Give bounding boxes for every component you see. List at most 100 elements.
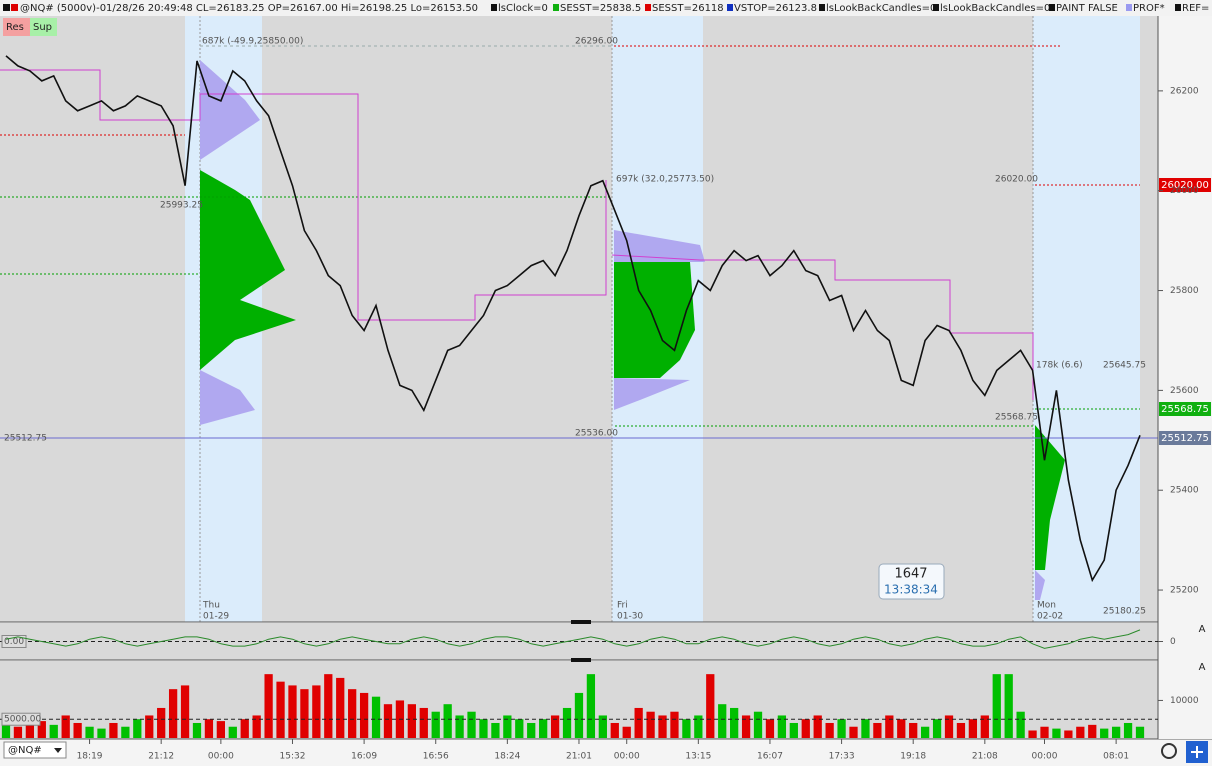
oscillator-panel xyxy=(0,623,1158,660)
volume-bar xyxy=(37,721,46,738)
x-tick-label: 18:24 xyxy=(494,752,520,762)
x-tick-label: 17:33 xyxy=(829,752,855,762)
volume-bar xyxy=(359,692,369,738)
y-tick-label: 0 xyxy=(1170,637,1176,647)
x-tick-label: 00:00 xyxy=(614,752,640,762)
symbol-dropdown[interactable] xyxy=(3,741,67,759)
price-tag-label: 26020.00 xyxy=(1161,180,1209,191)
volume-bar xyxy=(837,719,846,738)
volume-bar xyxy=(13,726,23,738)
volume-bar xyxy=(383,704,393,738)
timer-box xyxy=(878,563,945,600)
volume-bar xyxy=(1076,726,1085,738)
indicator: PAINT FALSE xyxy=(1056,3,1118,14)
x-tick-label: 00:00 xyxy=(208,752,234,762)
x-tick-label: 19:18 xyxy=(900,752,926,762)
volume-bar xyxy=(909,722,918,738)
volume-bar xyxy=(204,719,214,738)
x-tick-label: 21:08 xyxy=(972,752,998,762)
indicator-swatch xyxy=(1126,4,1132,11)
volume-bar xyxy=(240,719,249,738)
annotation: 25993.25 xyxy=(160,201,203,211)
indicator: lsLookBackCandles=0 xyxy=(826,3,936,14)
icon xyxy=(11,4,18,11)
annotation: 25645.75 xyxy=(1103,361,1146,371)
annotation: 25180.25 xyxy=(1103,607,1146,617)
volume-bar xyxy=(324,674,333,738)
x-tick-label: 21:12 xyxy=(148,752,174,762)
session-date: 01-30 xyxy=(617,612,643,622)
volume-bar xyxy=(1088,724,1097,738)
volume-bar xyxy=(1,722,11,738)
session-day: Fri xyxy=(617,601,628,611)
volume-bar xyxy=(658,715,667,738)
refresh-button[interactable] xyxy=(1161,743,1177,759)
annotation: 687k (-49.9,25850.00) xyxy=(202,37,303,47)
volume-bar xyxy=(25,719,35,738)
y-tick-label: 26000 xyxy=(1170,186,1199,196)
volume-bar xyxy=(121,726,130,738)
session-date: 01-29 xyxy=(203,612,229,622)
x-tick-label: 08:01 xyxy=(1103,752,1129,762)
y-tick-label: 25800 xyxy=(1170,286,1199,296)
sup-button-label[interactable]: Sup xyxy=(33,22,52,33)
volume-bar xyxy=(682,719,691,738)
volume-bar xyxy=(944,715,954,738)
volume-bar xyxy=(968,719,978,738)
annotation: 25568.75 xyxy=(995,413,1038,423)
indicator-swatch xyxy=(727,4,733,11)
sup-button[interactable] xyxy=(30,18,57,36)
volume-bar xyxy=(885,715,894,738)
volume-bar xyxy=(371,696,381,738)
volume-bar xyxy=(168,689,178,738)
add-icon[interactable] xyxy=(1191,746,1203,758)
volume-bar xyxy=(443,704,452,738)
volume-bar xyxy=(730,707,739,738)
volume-bar xyxy=(992,674,1001,738)
symbol-dropdown-label[interactable]: @NQ# xyxy=(8,745,42,756)
volume-bar xyxy=(694,715,703,738)
dropdown-arrow[interactable] xyxy=(54,748,62,753)
volume-bar xyxy=(706,674,715,738)
indicator-swatch xyxy=(1049,4,1055,11)
annotation: 26296.00 xyxy=(575,37,618,47)
panel-marker[interactable]: A xyxy=(1199,624,1206,635)
y-tick-label: 25200 xyxy=(1170,586,1199,596)
plot: 18:19 21:12 00:00 15:32 16:09 16:56 18:24 21:01… xyxy=(0,55,1199,762)
volume-bar xyxy=(550,715,560,738)
splitter[interactable] xyxy=(571,620,591,624)
res-button[interactable] xyxy=(3,18,30,36)
zero-label: 0.00 xyxy=(4,637,24,647)
volume-bar xyxy=(646,711,655,738)
series-line xyxy=(5,55,1141,583)
volume-bar xyxy=(777,715,787,738)
res-button-label[interactable]: Res xyxy=(6,22,24,33)
volume-bar xyxy=(1004,674,1013,738)
volume-bar xyxy=(467,711,476,738)
volume-bar xyxy=(192,722,202,738)
x-tick-label: 21:01 xyxy=(566,752,592,762)
indicator: PROF* xyxy=(1133,3,1165,14)
volume-bar xyxy=(455,715,464,738)
panel-marker[interactable]: A xyxy=(1199,662,1206,673)
volume-bar xyxy=(431,711,440,738)
volume-bar xyxy=(228,726,237,738)
plot-area xyxy=(0,16,1158,622)
price-axis xyxy=(1158,16,1212,739)
volume-bar xyxy=(216,721,225,738)
volume-bar xyxy=(1028,730,1037,738)
x-tick-label: 18:19 xyxy=(77,752,103,762)
threshold-label-box xyxy=(1,712,41,726)
volume-profile xyxy=(1035,570,1045,600)
volume-bar xyxy=(789,722,798,738)
volume-bar xyxy=(479,719,488,738)
volume-bar xyxy=(622,726,631,738)
timer-count: 1647 xyxy=(894,567,927,582)
x-tick-label: 16:07 xyxy=(757,752,783,762)
volume-bar xyxy=(1100,728,1109,738)
volume-bar xyxy=(133,719,142,738)
volume-bar xyxy=(85,726,94,738)
volume-bar xyxy=(180,685,190,738)
splitter[interactable] xyxy=(571,658,591,662)
